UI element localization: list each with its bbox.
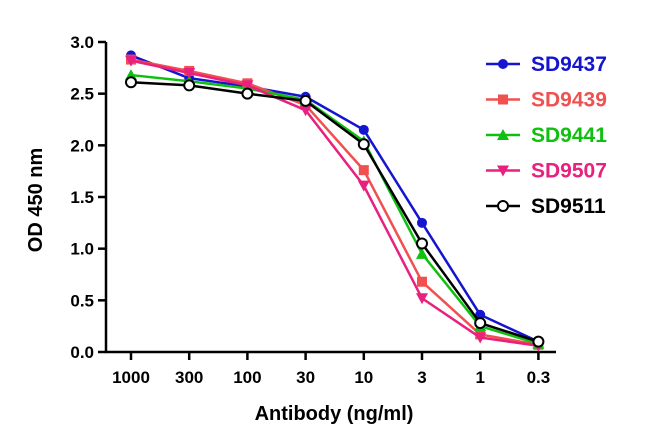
y-axis-ticks: 0.0 0.5 1.0 1.5 2.0 2.5 3.0 bbox=[70, 33, 106, 362]
legend-label: SD9437 bbox=[531, 53, 607, 76]
series-line bbox=[130, 73, 539, 345]
data-point bbox=[417, 217, 427, 228]
y-axis-label: OD 450 nm bbox=[25, 148, 47, 252]
series-SD9507 bbox=[125, 55, 545, 352]
legend-item: SD9439 bbox=[486, 89, 607, 112]
legend-item: SD9437 bbox=[486, 53, 607, 76]
series-line bbox=[130, 54, 539, 343]
data-point bbox=[475, 309, 486, 320]
legend-swatch-marker bbox=[497, 129, 509, 140]
x-axis-label: Antibody (ng/ml) bbox=[255, 403, 414, 425]
data-point bbox=[416, 293, 428, 305]
data-point bbox=[358, 124, 369, 135]
series-SD9437 bbox=[126, 50, 544, 347]
x-axis-ticks: 1000 300 100 30 10 3 1 0.3 bbox=[112, 352, 550, 387]
data-point bbox=[241, 87, 254, 100]
y-tick-label: 2.0 bbox=[70, 136, 94, 155]
data-point bbox=[416, 247, 428, 259]
data-point bbox=[474, 332, 487, 344]
y-tick-label: 1.0 bbox=[70, 240, 94, 259]
data-point bbox=[299, 94, 312, 107]
data-point bbox=[125, 55, 137, 67]
y-tick-label: 0.5 bbox=[70, 291, 94, 310]
legend-label: SD9441 bbox=[531, 124, 607, 147]
y-tick-label: 0.0 bbox=[70, 343, 94, 362]
data-point bbox=[416, 237, 428, 250]
series-layer bbox=[125, 50, 545, 352]
x-tick-label: 0.3 bbox=[527, 368, 551, 387]
data-point bbox=[183, 79, 196, 92]
x-tick-label: 1 bbox=[475, 368, 484, 387]
data-point bbox=[532, 335, 545, 348]
data-point bbox=[417, 276, 427, 287]
series-SD9441 bbox=[125, 69, 545, 349]
data-point bbox=[358, 165, 369, 176]
data-point bbox=[183, 68, 196, 79]
y-tick-label: 2.5 bbox=[70, 85, 94, 104]
series-SD9439 bbox=[126, 54, 544, 350]
data-point bbox=[125, 76, 137, 89]
legend-label: SD9507 bbox=[531, 160, 607, 183]
data-point bbox=[357, 138, 370, 151]
x-tick-label: 10 bbox=[354, 368, 373, 387]
data-point bbox=[357, 180, 370, 192]
legend: SD9437 SD9439 SD9441 SD9507 SD9511 bbox=[486, 53, 607, 218]
data-point bbox=[474, 317, 487, 330]
data-point bbox=[299, 105, 312, 117]
legend-item: SD9441 bbox=[486, 124, 607, 147]
legend-item: SD9507 bbox=[486, 160, 607, 183]
y-tick-label: 1.5 bbox=[70, 188, 94, 207]
legend-label: SD9439 bbox=[531, 89, 607, 112]
series-SD9511 bbox=[125, 76, 545, 348]
legend-swatch-marker bbox=[498, 59, 508, 69]
series-line bbox=[130, 58, 539, 346]
legend-swatch-marker bbox=[497, 200, 509, 212]
legend-item: SD9511 bbox=[486, 195, 606, 218]
series-line bbox=[130, 81, 539, 343]
y-tick-label: 3.0 bbox=[70, 33, 94, 52]
series-line bbox=[130, 59, 539, 348]
x-tick-label: 100 bbox=[233, 368, 261, 387]
x-tick-label: 300 bbox=[175, 368, 203, 387]
legend-swatch-marker bbox=[497, 165, 509, 177]
x-tick-label: 30 bbox=[296, 368, 315, 387]
data-point bbox=[241, 80, 254, 92]
x-tick-label: 3 bbox=[417, 368, 426, 387]
axes bbox=[104, 42, 556, 354]
legend-label: SD9511 bbox=[531, 195, 606, 218]
x-tick-label: 1000 bbox=[112, 368, 150, 387]
legend-swatch-marker bbox=[498, 94, 508, 105]
